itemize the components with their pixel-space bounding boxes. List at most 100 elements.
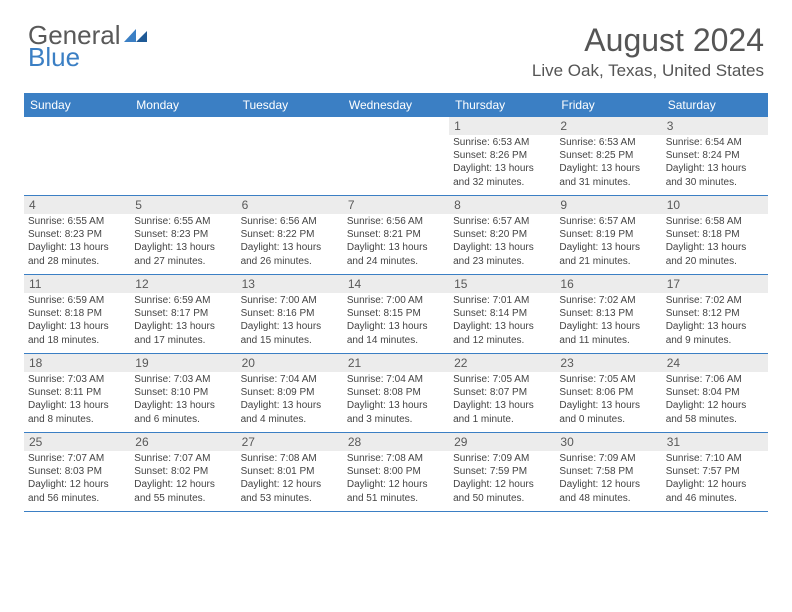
day-info: Sunrise: 7:08 AMSunset: 8:01 PMDaylight:… bbox=[237, 451, 343, 508]
sunset-text: Sunset: 8:10 PM bbox=[134, 386, 232, 399]
day-cell: 28Sunrise: 7:08 AMSunset: 8:00 PMDayligh… bbox=[343, 433, 449, 511]
daylight-text: Daylight: 13 hours and 18 minutes. bbox=[28, 320, 126, 346]
daylight-text: Daylight: 12 hours and 48 minutes. bbox=[559, 478, 657, 504]
sunset-text: Sunset: 7:58 PM bbox=[559, 465, 657, 478]
daylight-text: Daylight: 12 hours and 50 minutes. bbox=[453, 478, 551, 504]
sunrise-text: Sunrise: 7:03 AM bbox=[134, 373, 232, 386]
day-number: 31 bbox=[662, 433, 768, 451]
day-info: Sunrise: 7:00 AMSunset: 8:16 PMDaylight:… bbox=[237, 293, 343, 350]
day-cell: 8Sunrise: 6:57 AMSunset: 8:20 PMDaylight… bbox=[449, 196, 555, 274]
day-number: 26 bbox=[130, 433, 236, 451]
sunrise-text: Sunrise: 7:04 AM bbox=[241, 373, 339, 386]
dow-tue: Tuesday bbox=[237, 93, 343, 117]
day-number: 13 bbox=[237, 275, 343, 293]
sunset-text: Sunset: 8:04 PM bbox=[666, 386, 764, 399]
sunrise-text: Sunrise: 7:02 AM bbox=[559, 294, 657, 307]
day-cell: 17Sunrise: 7:02 AMSunset: 8:12 PMDayligh… bbox=[662, 275, 768, 353]
day-number: 16 bbox=[555, 275, 661, 293]
header: GeneralBlue August 2024 Live Oak, Texas,… bbox=[0, 0, 792, 85]
day-number: 6 bbox=[237, 196, 343, 214]
day-info: Sunrise: 6:59 AMSunset: 8:18 PMDaylight:… bbox=[24, 293, 130, 350]
day-cell: 6Sunrise: 6:56 AMSunset: 8:22 PMDaylight… bbox=[237, 196, 343, 274]
day-number: 2 bbox=[555, 117, 661, 135]
sunrise-text: Sunrise: 6:55 AM bbox=[28, 215, 126, 228]
day-info: Sunrise: 7:03 AMSunset: 8:11 PMDaylight:… bbox=[24, 372, 130, 429]
day-cell: 27Sunrise: 7:08 AMSunset: 8:01 PMDayligh… bbox=[237, 433, 343, 511]
day-number: 20 bbox=[237, 354, 343, 372]
sunrise-text: Sunrise: 6:58 AM bbox=[666, 215, 764, 228]
day-info: Sunrise: 7:02 AMSunset: 8:12 PMDaylight:… bbox=[662, 293, 768, 350]
daylight-text: Daylight: 13 hours and 12 minutes. bbox=[453, 320, 551, 346]
day-number: 5 bbox=[130, 196, 236, 214]
week-row: 25Sunrise: 7:07 AMSunset: 8:03 PMDayligh… bbox=[24, 433, 768, 512]
week-row: 18Sunrise: 7:03 AMSunset: 8:11 PMDayligh… bbox=[24, 354, 768, 433]
sunset-text: Sunset: 8:13 PM bbox=[559, 307, 657, 320]
sunset-text: Sunset: 8:14 PM bbox=[453, 307, 551, 320]
sunrise-text: Sunrise: 7:07 AM bbox=[134, 452, 232, 465]
sunrise-text: Sunrise: 7:03 AM bbox=[28, 373, 126, 386]
sunset-text: Sunset: 8:09 PM bbox=[241, 386, 339, 399]
daylight-text: Daylight: 12 hours and 58 minutes. bbox=[666, 399, 764, 425]
day-number: 10 bbox=[662, 196, 768, 214]
daylight-text: Daylight: 12 hours and 51 minutes. bbox=[347, 478, 445, 504]
sunrise-text: Sunrise: 7:07 AM bbox=[28, 452, 126, 465]
daylight-text: Daylight: 13 hours and 32 minutes. bbox=[453, 162, 551, 188]
day-cell: 29Sunrise: 7:09 AMSunset: 7:59 PMDayligh… bbox=[449, 433, 555, 511]
day-cell: 3Sunrise: 6:54 AMSunset: 8:24 PMDaylight… bbox=[662, 117, 768, 195]
day-info: Sunrise: 6:54 AMSunset: 8:24 PMDaylight:… bbox=[662, 135, 768, 192]
daylight-text: Daylight: 13 hours and 28 minutes. bbox=[28, 241, 126, 267]
sunset-text: Sunset: 7:57 PM bbox=[666, 465, 764, 478]
day-cell: 9Sunrise: 6:57 AMSunset: 8:19 PMDaylight… bbox=[555, 196, 661, 274]
sunset-text: Sunset: 8:21 PM bbox=[347, 228, 445, 241]
week-row: 4Sunrise: 6:55 AMSunset: 8:23 PMDaylight… bbox=[24, 196, 768, 275]
sunrise-text: Sunrise: 7:01 AM bbox=[453, 294, 551, 307]
day-cell: 10Sunrise: 6:58 AMSunset: 8:18 PMDayligh… bbox=[662, 196, 768, 274]
sunrise-text: Sunrise: 6:56 AM bbox=[241, 215, 339, 228]
day-cell: 22Sunrise: 7:05 AMSunset: 8:07 PMDayligh… bbox=[449, 354, 555, 432]
day-cell bbox=[24, 117, 130, 195]
title-block: August 2024 Live Oak, Texas, United Stat… bbox=[532, 22, 764, 81]
day-info: Sunrise: 7:07 AMSunset: 8:02 PMDaylight:… bbox=[130, 451, 236, 508]
location: Live Oak, Texas, United States bbox=[532, 61, 764, 81]
dow-fri: Friday bbox=[555, 93, 661, 117]
logo-text-2: Blue bbox=[28, 44, 150, 70]
sunrise-text: Sunrise: 7:00 AM bbox=[347, 294, 445, 307]
sunrise-text: Sunrise: 7:08 AM bbox=[241, 452, 339, 465]
sunset-text: Sunset: 8:18 PM bbox=[28, 307, 126, 320]
day-number: 25 bbox=[24, 433, 130, 451]
week-row: 11Sunrise: 6:59 AMSunset: 8:18 PMDayligh… bbox=[24, 275, 768, 354]
day-number: 3 bbox=[662, 117, 768, 135]
day-cell: 23Sunrise: 7:05 AMSunset: 8:06 PMDayligh… bbox=[555, 354, 661, 432]
day-info: Sunrise: 6:53 AMSunset: 8:26 PMDaylight:… bbox=[449, 135, 555, 192]
sunrise-text: Sunrise: 7:02 AM bbox=[666, 294, 764, 307]
sunset-text: Sunset: 8:08 PM bbox=[347, 386, 445, 399]
daylight-text: Daylight: 13 hours and 11 minutes. bbox=[559, 320, 657, 346]
day-cell: 24Sunrise: 7:06 AMSunset: 8:04 PMDayligh… bbox=[662, 354, 768, 432]
day-number: 18 bbox=[24, 354, 130, 372]
day-info: Sunrise: 7:00 AMSunset: 8:15 PMDaylight:… bbox=[343, 293, 449, 350]
day-info: Sunrise: 6:59 AMSunset: 8:17 PMDaylight:… bbox=[130, 293, 236, 350]
day-info: Sunrise: 7:05 AMSunset: 8:06 PMDaylight:… bbox=[555, 372, 661, 429]
day-cell: 2Sunrise: 6:53 AMSunset: 8:25 PMDaylight… bbox=[555, 117, 661, 195]
day-number: 28 bbox=[343, 433, 449, 451]
daylight-text: Daylight: 13 hours and 30 minutes. bbox=[666, 162, 764, 188]
sunset-text: Sunset: 8:23 PM bbox=[28, 228, 126, 241]
sunrise-text: Sunrise: 7:09 AM bbox=[559, 452, 657, 465]
dow-wed: Wednesday bbox=[343, 93, 449, 117]
day-info: Sunrise: 7:06 AMSunset: 8:04 PMDaylight:… bbox=[662, 372, 768, 429]
daylight-text: Daylight: 13 hours and 26 minutes. bbox=[241, 241, 339, 267]
month-title: August 2024 bbox=[532, 22, 764, 59]
day-cell: 15Sunrise: 7:01 AMSunset: 8:14 PMDayligh… bbox=[449, 275, 555, 353]
day-number: 14 bbox=[343, 275, 449, 293]
day-number: 22 bbox=[449, 354, 555, 372]
daylight-text: Daylight: 13 hours and 20 minutes. bbox=[666, 241, 764, 267]
day-number: 27 bbox=[237, 433, 343, 451]
day-info: Sunrise: 7:09 AMSunset: 7:59 PMDaylight:… bbox=[449, 451, 555, 508]
dow-mon: Monday bbox=[130, 93, 236, 117]
day-info: Sunrise: 7:02 AMSunset: 8:13 PMDaylight:… bbox=[555, 293, 661, 350]
sunrise-text: Sunrise: 7:00 AM bbox=[241, 294, 339, 307]
day-cell: 7Sunrise: 6:56 AMSunset: 8:21 PMDaylight… bbox=[343, 196, 449, 274]
sunrise-text: Sunrise: 6:53 AM bbox=[559, 136, 657, 149]
week-row: 1Sunrise: 6:53 AMSunset: 8:26 PMDaylight… bbox=[24, 117, 768, 196]
day-cell: 30Sunrise: 7:09 AMSunset: 7:58 PMDayligh… bbox=[555, 433, 661, 511]
